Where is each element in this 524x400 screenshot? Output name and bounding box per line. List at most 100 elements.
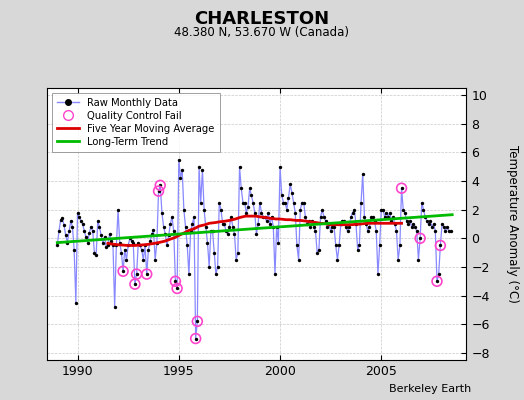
Point: [340, 218, 348, 224]
Text: 48.380 N, 53.670 W (Canada): 48.380 N, 53.670 W (Canada): [174, 26, 350, 39]
Point: [431, 228, 440, 234]
Point: [257, 209, 266, 216]
Point: [409, 221, 418, 227]
Point: [234, 250, 242, 256]
Point: [433, 278, 441, 284]
Point: [230, 231, 238, 237]
Point: [158, 209, 166, 216]
Point: [73, 209, 82, 216]
Point: [332, 242, 340, 249]
Point: [362, 221, 370, 227]
Point: [387, 218, 396, 224]
Point: [354, 246, 362, 253]
Point: [311, 228, 320, 234]
Point: [360, 214, 368, 220]
Point: [68, 224, 77, 230]
Point: [382, 209, 390, 216]
Point: [288, 189, 296, 196]
Point: [306, 224, 314, 230]
Point: [133, 271, 141, 277]
Point: [397, 185, 406, 192]
Point: [438, 221, 446, 227]
Point: [152, 240, 161, 246]
Point: [364, 228, 372, 234]
Point: [212, 271, 220, 277]
Point: [408, 224, 416, 230]
Point: [109, 242, 117, 249]
Point: [180, 206, 188, 213]
Point: [173, 285, 181, 292]
Point: [318, 206, 326, 213]
Point: [278, 192, 286, 198]
Point: [60, 222, 68, 229]
Point: [232, 256, 241, 263]
Point: [330, 224, 339, 230]
Point: [193, 318, 202, 324]
Point: [213, 264, 222, 270]
Point: [151, 256, 159, 263]
Point: [220, 221, 228, 227]
Point: [143, 271, 151, 277]
Point: [176, 175, 184, 181]
Point: [99, 240, 107, 246]
Point: [198, 166, 206, 173]
Point: [242, 209, 250, 216]
Point: [416, 235, 424, 242]
Point: [291, 209, 299, 216]
Point: [245, 185, 254, 192]
Point: [357, 199, 365, 206]
Point: [195, 164, 203, 170]
Point: [285, 195, 293, 202]
Point: [247, 192, 256, 198]
Point: [55, 228, 63, 234]
Point: [254, 221, 263, 227]
Point: [196, 199, 205, 206]
Text: Berkeley Earth: Berkeley Earth: [389, 384, 472, 394]
Point: [301, 214, 310, 220]
Point: [146, 238, 154, 244]
Point: [436, 242, 444, 249]
Point: [72, 300, 80, 306]
Point: [80, 228, 89, 234]
Point: [401, 209, 409, 216]
Point: [107, 238, 115, 244]
Point: [379, 206, 387, 213]
Point: [65, 228, 73, 234]
Point: [200, 206, 209, 213]
Y-axis label: Temperature Anomaly (°C): Temperature Anomaly (°C): [506, 145, 519, 303]
Point: [326, 228, 335, 234]
Point: [159, 224, 168, 230]
Point: [156, 182, 165, 188]
Point: [85, 229, 94, 236]
Point: [191, 335, 200, 342]
Point: [419, 206, 428, 213]
Point: [328, 224, 336, 230]
Point: [166, 221, 174, 227]
Point: [286, 181, 294, 187]
Point: [367, 214, 375, 220]
Point: [156, 182, 165, 188]
Point: [399, 206, 408, 213]
Point: [127, 238, 136, 244]
Point: [298, 199, 306, 206]
Point: [53, 242, 61, 249]
Point: [411, 224, 419, 230]
Point: [418, 199, 426, 206]
Point: [365, 224, 374, 230]
Point: [191, 335, 200, 342]
Point: [345, 224, 354, 230]
Point: [63, 240, 72, 246]
Point: [269, 224, 278, 230]
Point: [249, 199, 257, 206]
Point: [130, 281, 139, 287]
Point: [414, 256, 423, 263]
Point: [203, 240, 212, 246]
Point: [163, 242, 171, 249]
Point: [252, 231, 260, 237]
Point: [155, 188, 163, 194]
Point: [260, 214, 269, 220]
Point: [173, 285, 181, 292]
Point: [250, 209, 259, 216]
Point: [104, 242, 112, 249]
Point: [377, 206, 386, 213]
